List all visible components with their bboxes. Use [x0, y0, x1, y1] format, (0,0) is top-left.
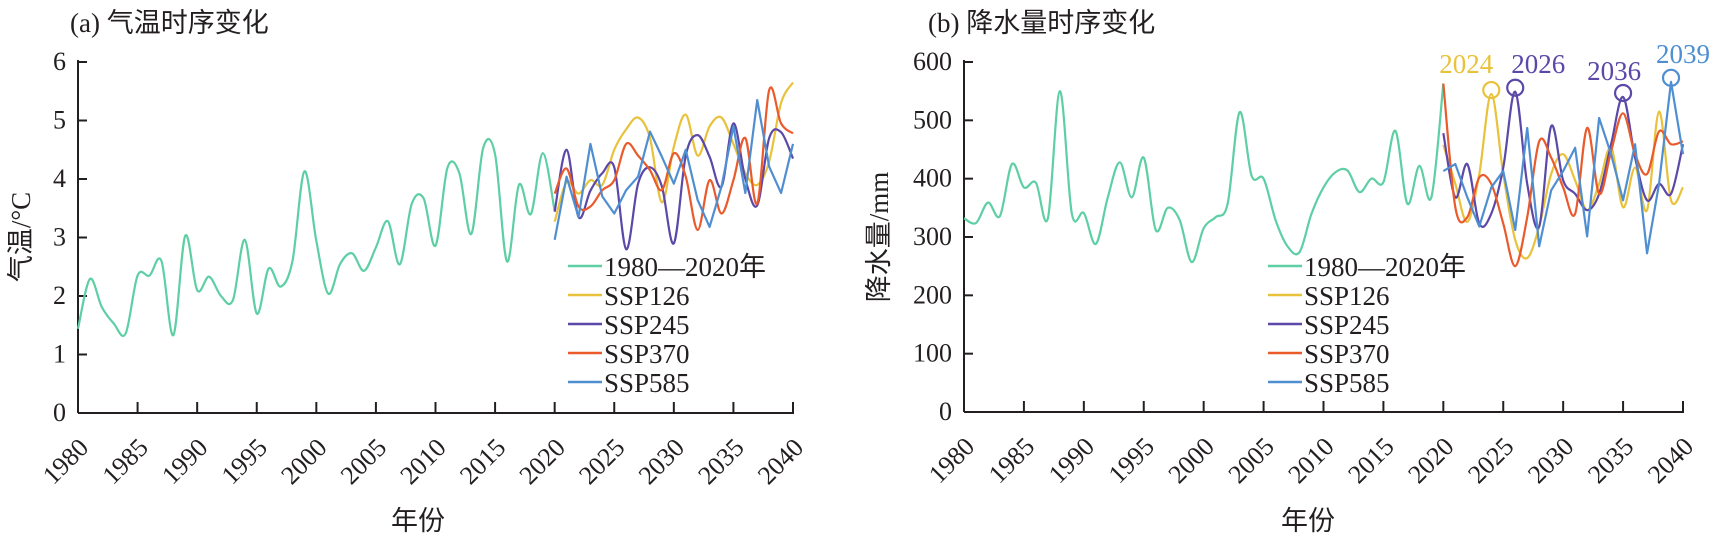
- x-tick-label: 2010: [394, 433, 451, 490]
- legend-label: SSP585: [1304, 368, 1390, 398]
- annotation-label: 2039: [1656, 39, 1710, 69]
- x-tick-label: 1985: [97, 433, 154, 490]
- legend-label: SSP370: [1304, 339, 1390, 369]
- annotation-label: 2024: [1439, 49, 1494, 79]
- y-tick-label: 1: [53, 340, 66, 369]
- legend-label: SSP370: [604, 339, 690, 369]
- series-line-ssp585: [1442, 80, 1685, 255]
- y-tick-label: 600: [913, 47, 952, 76]
- temperature-chart-title: (a) 气温时序变化: [70, 8, 269, 38]
- x-tick-label: 1980: [37, 433, 94, 490]
- x-tick-label: 2005: [335, 433, 392, 490]
- y-tick-label: 200: [913, 280, 952, 309]
- annotation-circle: [1613, 83, 1633, 103]
- series-line-ssp126: [553, 81, 794, 223]
- x-tick-label: 1995: [216, 433, 273, 490]
- x-tick-label: 1995: [1103, 432, 1160, 489]
- x-tick-label: 2035: [1582, 432, 1639, 489]
- series-line-ssp245: [1442, 90, 1685, 230]
- series-line-ssp585: [553, 98, 795, 241]
- x-tick-label: 2025: [573, 433, 630, 490]
- legend-label: SSP585: [604, 368, 690, 398]
- legend-label: 1980—2020年: [604, 252, 766, 282]
- series-line-19802020: [963, 83, 1445, 264]
- annotation-circle: [1661, 68, 1681, 87]
- x-tick-label: 2025: [1462, 432, 1519, 489]
- x-tick-label: 2020: [514, 433, 571, 490]
- x-tick-label: 2040: [1642, 432, 1699, 489]
- x-tick-label: 2000: [275, 433, 332, 490]
- x-tick-label: 2035: [692, 433, 749, 490]
- precipitation-y-axis-title: 降水量/mm: [864, 172, 894, 303]
- precipitation-chart-title: (b) 降水量时序变化: [928, 8, 1155, 38]
- series-line-ssp370: [553, 86, 794, 232]
- precipitation-panel: (b) 降水量时序变化 降水量/mm 年份 0 100 200 300 400 500 60…: [864, 8, 1710, 536]
- x-tick-label: 1990: [1043, 432, 1100, 489]
- x-tick-label: 2000: [1163, 432, 1220, 489]
- annotation-circle: [1506, 78, 1525, 97]
- y-tick-label: 400: [913, 164, 952, 193]
- legend-label: SSP245: [604, 310, 690, 340]
- y-tick-label: 4: [53, 164, 66, 193]
- series-line-19802020: [76, 138, 556, 337]
- legend-label: SSP245: [1304, 310, 1390, 340]
- temperature-y-axis-title: 气温/°C: [6, 192, 36, 282]
- y-tick-label: 100: [913, 339, 952, 368]
- x-tick-label: 2030: [1522, 432, 1579, 489]
- precipitation-x-axis-title: 年份: [1281, 506, 1335, 536]
- series-line-ssp245: [553, 122, 795, 251]
- x-tick-label: 2040: [752, 433, 809, 490]
- series-line-ssp370: [1442, 83, 1684, 268]
- x-tick-label: 2010: [1282, 432, 1339, 489]
- y-tick-label: 3: [53, 223, 66, 252]
- x-tick-label: 1980: [923, 432, 980, 489]
- y-tick-label: 0: [939, 397, 952, 426]
- temperature-x-axis-title: 年份: [391, 506, 445, 536]
- legend-label: SSP126: [604, 281, 690, 311]
- legend-label: 1980—2020年: [1304, 252, 1466, 282]
- x-tick-label: 1985: [983, 432, 1040, 489]
- annotation-label: 2026: [1511, 49, 1565, 79]
- y-tick-label: 0: [53, 398, 66, 427]
- x-tick-label: 2015: [454, 433, 511, 490]
- y-tick-label: 5: [53, 106, 66, 135]
- x-tick-label: 2030: [633, 433, 690, 490]
- y-tick-label: 300: [913, 222, 952, 251]
- legend-label: SSP126: [1304, 281, 1390, 311]
- annotation-label: 2036: [1587, 56, 1641, 86]
- x-tick-label: 2020: [1402, 432, 1459, 489]
- y-tick-label: 6: [53, 47, 66, 76]
- series-line-ssp126: [1442, 92, 1684, 260]
- x-tick-label: 2015: [1342, 432, 1399, 489]
- annotation-circle: [1482, 80, 1501, 100]
- y-tick-label: 500: [913, 105, 952, 134]
- x-tick-label: 1990: [156, 433, 213, 490]
- y-tick-label: 2: [53, 281, 66, 310]
- x-tick-label: 2005: [1223, 432, 1280, 489]
